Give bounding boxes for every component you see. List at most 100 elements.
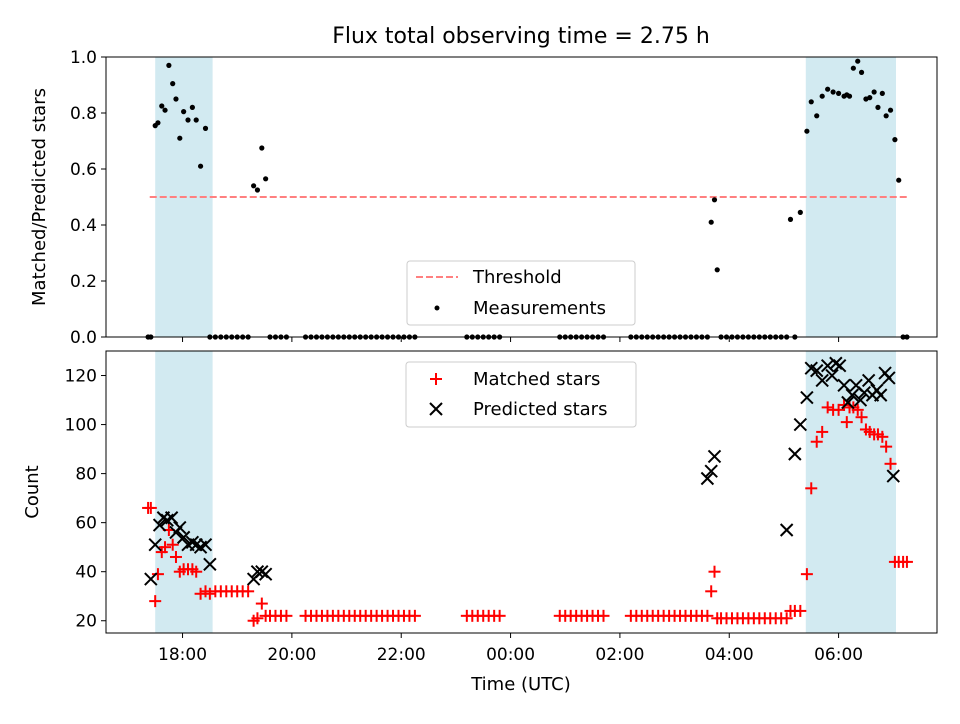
predicted-star-point — [203, 557, 217, 572]
measurement-point — [808, 99, 814, 105]
bottom-legend-box — [405, 361, 637, 428]
top-y-tick-label: 0.6 — [70, 160, 97, 180]
predicted-star-point — [882, 371, 896, 385]
predicted-star-point — [837, 378, 851, 393]
top-y-tick-label: 1.0 — [70, 48, 97, 68]
measurement-point — [846, 93, 853, 99]
predicted-star-point — [148, 538, 162, 552]
measurement-point — [162, 107, 168, 113]
measurement-point — [166, 62, 172, 68]
top-x-ticks — [182, 337, 840, 342]
measurement-point — [787, 216, 794, 222]
measurement-point — [871, 89, 877, 95]
matched-star-point — [805, 482, 818, 495]
matched-star-point — [159, 541, 172, 554]
matched-star-point — [251, 612, 264, 625]
bottom-panel-frame — [105, 350, 938, 634]
matched-star-point — [701, 609, 714, 622]
matched-star-point — [794, 604, 807, 617]
predicted-star-point — [873, 388, 888, 402]
measurement-point — [711, 197, 718, 203]
predicted-star-point — [173, 520, 187, 535]
measurement-point — [887, 107, 894, 113]
matched-star-point — [597, 609, 610, 622]
measurement-point — [892, 137, 898, 143]
top-y-tick-label: 0.0 — [70, 328, 97, 348]
bottom-shaded-band — [155, 351, 213, 633]
bottom-legend: Matched stars Predicted stars — [405, 361, 637, 428]
measurement-point — [202, 125, 209, 131]
x-tick-label: 06:00 — [814, 645, 863, 665]
measurement-point — [883, 113, 889, 119]
x-tick-label: 02:00 — [595, 645, 644, 665]
measurement-point — [858, 69, 865, 75]
predicted-star-point — [176, 530, 191, 545]
bottom-y-axis: 20 40 60 80 100 120 — [65, 367, 106, 632]
predicted-star-point — [779, 523, 794, 537]
measurement-point — [875, 104, 881, 110]
predicted-star-point — [198, 538, 213, 552]
measurement-point — [173, 96, 179, 102]
bottom-y-tick-label: 100 — [65, 416, 97, 436]
measurements-legend-label: Measurements — [473, 298, 606, 319]
predicted-star-point — [793, 417, 808, 432]
matched-star-point — [280, 609, 293, 622]
predicted-star-point — [700, 471, 715, 486]
matched-star-point — [884, 457, 897, 470]
predicted-star-point — [853, 393, 868, 407]
predicted-star-point — [841, 395, 855, 410]
matched-star-point — [708, 565, 721, 578]
measurement-point — [170, 81, 176, 87]
measurement-point — [181, 109, 187, 115]
predicted-star-point — [164, 511, 179, 525]
measurement-point — [714, 267, 720, 273]
matched-star-point — [855, 411, 868, 424]
matched-star-point — [705, 585, 718, 598]
matched-legend-label: Matched stars — [473, 369, 600, 390]
measurement-point — [850, 65, 856, 71]
matched-star-point — [810, 435, 823, 448]
measurement-point — [819, 93, 825, 99]
measurement-point — [263, 176, 269, 182]
top-y-tick-label: 0.8 — [70, 104, 97, 124]
predicted-star-point — [845, 388, 859, 402]
measurement-point — [177, 135, 183, 141]
measurement-point — [804, 128, 810, 134]
predicted-star-point — [250, 564, 265, 579]
measurement-point — [814, 113, 820, 119]
bottom-x-axis: 18:00 20:00 22:00 00:00 02:00 04:00 06:00 — [158, 633, 863, 665]
top-y-axis-label: Matched/Predicted stars — [29, 88, 50, 306]
measurement-point — [879, 90, 885, 96]
predicted-star-point — [820, 359, 835, 373]
predicted-star-point — [144, 572, 158, 586]
x-tick-label: 00:00 — [486, 645, 535, 665]
x-tick-label: 20:00 — [267, 645, 316, 665]
matched-star-point — [780, 612, 793, 625]
matched-star-point — [169, 550, 182, 563]
x-tick-label: 04:00 — [705, 645, 754, 665]
measurement-point — [830, 89, 836, 95]
matched-star-point — [255, 597, 268, 610]
predicted-star-point — [707, 449, 722, 464]
predicted-star-point — [810, 363, 824, 378]
matched-star-point — [800, 568, 813, 581]
matched-star-point — [851, 403, 864, 416]
matched-star-point — [151, 568, 164, 581]
matched-star-point — [242, 585, 255, 598]
predicted-star-point — [815, 373, 829, 388]
bottom-y-tick-label: 60 — [75, 514, 97, 534]
x-tick-label: 22:00 — [377, 645, 426, 665]
top-legend: Threshold Measurements — [406, 260, 636, 326]
bottom-y-axis-label: Count — [22, 465, 43, 518]
measurement-point — [797, 209, 803, 215]
measurement-point — [155, 120, 161, 126]
matched-star-point — [408, 609, 421, 622]
predicted-star-point — [825, 368, 839, 383]
matched-star-point — [840, 416, 853, 429]
measurement-point — [254, 187, 261, 193]
top-panel-frame — [105, 56, 938, 338]
top-legend-box — [406, 260, 636, 326]
measurement-point — [867, 95, 873, 101]
measurement-point — [185, 117, 191, 123]
bottom-shaded-bands — [155, 351, 896, 633]
